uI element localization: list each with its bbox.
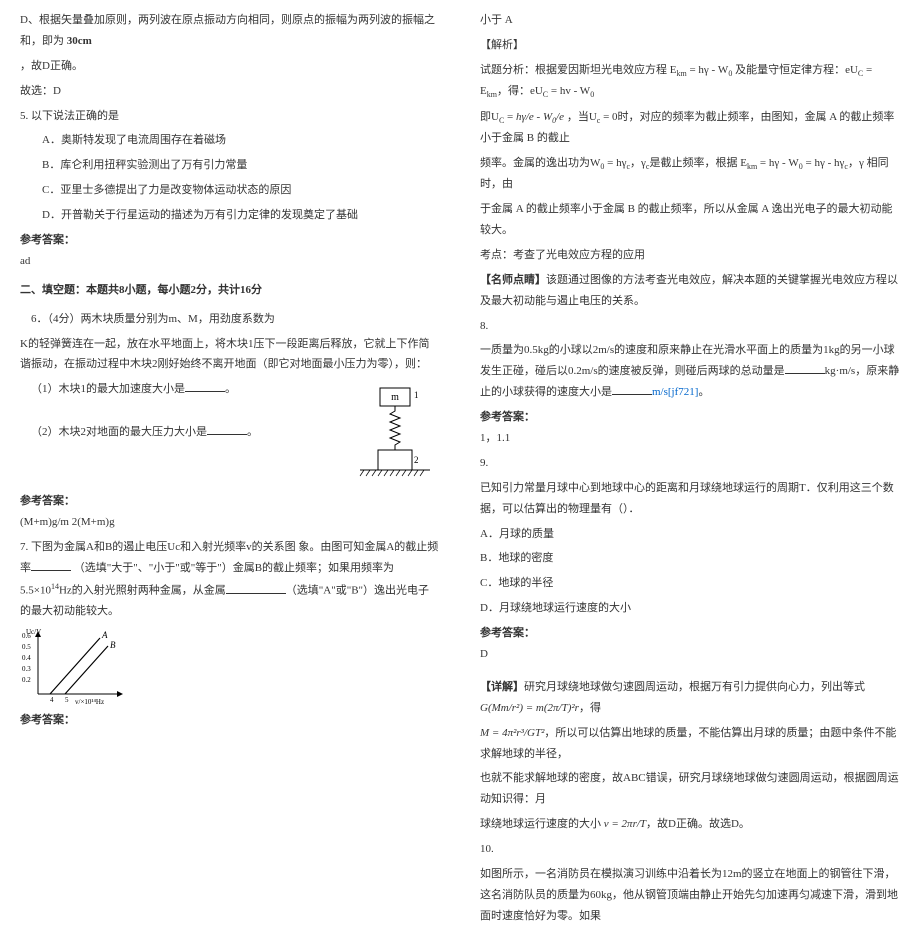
svg-text:4: 4 <box>50 696 54 704</box>
answer-text: (M+m)g/m 2(M+m)g <box>20 512 440 533</box>
svg-text:5: 5 <box>65 696 69 704</box>
question-9: 已知引力常量月球中心到地球中心的距离和月球绕地球运行的周期T．仅利用这三个数据，… <box>480 478 900 520</box>
detail-body: 球绕地球运行速度的大小 <box>480 818 601 830</box>
question-8-num: 8. <box>480 316 900 337</box>
formula: v = 2πr/T <box>604 818 646 830</box>
answer-text: D <box>480 644 900 665</box>
period: 。 <box>225 383 236 395</box>
t: = hγ - hγ <box>803 157 845 169</box>
answer-text: 1，1.1 <box>480 428 900 449</box>
period: 。 <box>247 426 258 438</box>
detail-body: ，故D正确。故选D。 <box>646 818 750 830</box>
tip-label: 【名师点睛】 <box>480 274 546 286</box>
link-text: m/s[jf721] <box>652 386 698 398</box>
svg-text:0.2: 0.2 <box>22 676 31 684</box>
svg-text:Uc/V: Uc/V <box>26 628 41 636</box>
blank <box>612 383 652 395</box>
analysis-text: 于金属 A 的截止频率小于金属 B 的截止频率，所以从金属 A 逸出光电子的最大… <box>480 199 900 241</box>
voltage-frequency-graph: 0.6 0.5 0.4 0.3 0.2 A B Uc/V v/×10¹⁴Hz 4… <box>20 626 130 706</box>
option-b: B．地球的密度 <box>480 548 900 569</box>
option-d: D．开普勒关于行星运动的描述为万有引力定律的发现奠定了基础 <box>20 205 440 226</box>
t: 试题分析：根据爱因斯坦光电效应方程 E <box>480 64 676 76</box>
analysis-text: 试题分析：根据爱因斯坦光电效应方程 Ekm = hγ - W0 及能量守恒定律方… <box>480 60 900 103</box>
option-d: D．月球绕地球运行速度的大小 <box>480 598 900 619</box>
blank <box>31 559 71 571</box>
svg-text:m: m <box>391 392 399 403</box>
t: = hv - W <box>548 85 590 97</box>
question-10-num: 10. <box>480 839 900 860</box>
text-line: D、根据矢量叠加原则，两列波在原点振动方向相同，则原点的振幅为两列波的振幅之和，… <box>20 10 440 52</box>
option-b: B．库仑利用扭秤实验测出了万有引力常量 <box>20 155 440 176</box>
svg-text:0.4: 0.4 <box>22 654 31 662</box>
sub-text: （1）木块1的最大加速度大小是 <box>31 383 185 395</box>
section-title: 二、填空题：本题共8小题，每小题2分，共计16分 <box>20 280 440 301</box>
answer-line: 小于 A <box>480 10 900 31</box>
question-7: 7. 下图为金属A和B的遏止电压Uc和入射光频率v的关系图 象。由图可知金属A的… <box>20 537 440 622</box>
t: = hγ - W <box>687 64 729 76</box>
question-8: 一质量为0.5kg的小球以2m/s的速度和原来静止在光滑水平面上的质量为1kg的… <box>480 340 900 403</box>
analysis-text: 频率。金属的逸出功为W0 = hγc，γc是截止频率，根据 Ekm = hγ -… <box>480 153 900 195</box>
question-10: 如图所示，一名消防员在模拟演习训练中沿着长为12m的竖立在地面上的钢管往下滑，这… <box>480 864 900 927</box>
text-line: ，故D正确。 <box>20 56 440 77</box>
t: 即U <box>480 111 499 123</box>
svg-text:0.5: 0.5 <box>22 643 31 651</box>
blank <box>207 423 247 435</box>
t: 及能量守恒定律方程：eU <box>732 64 858 76</box>
analysis-text: 即UC = hγ/e - W0/e ，当Uc = 0时，对应的频率为截止频率，由… <box>480 107 900 149</box>
detail-text: 【详解】研究月球绕地球做匀速圆周运动，根据万有引力提供向心力，列出等式 G(Mm… <box>480 677 900 719</box>
q7-text2b: Hz的入射光照射两种金属，从金属 <box>59 585 226 597</box>
blank <box>785 362 825 374</box>
t: = hγ <box>604 157 626 169</box>
question-6-line2: K的轻弹簧连在一起，放在水平地面上，将木块1压下一段距离后释放，它就上下作简谐振… <box>20 334 440 376</box>
option-c: C．地球的半径 <box>480 573 900 594</box>
answer-text: ad <box>20 251 440 272</box>
blank <box>185 380 225 392</box>
detail-body: 研究月球绕地球做匀速圆周运动，根据万有引力提供向心力，列出等式 <box>524 681 865 693</box>
period: 。 <box>698 386 709 398</box>
t: = hγ - W <box>757 157 799 169</box>
right-column: 小于 A 【解析】 试题分析：根据爱因斯坦光电效应方程 Ekm = hγ - W… <box>480 10 900 931</box>
analysis-text: 考点：考查了光电效应方程的应用 <box>480 245 900 266</box>
spring-diagram: m 1 2 <box>350 383 440 483</box>
detail-label: 【详解】 <box>480 681 524 693</box>
exponent: 14 <box>51 582 59 591</box>
svg-text:2: 2 <box>414 455 419 465</box>
option-c: C．亚里士多德提出了力是改变物体运动状态的原因 <box>20 180 440 201</box>
svg-text:0.3: 0.3 <box>22 665 31 673</box>
answer-label: 参考答案： <box>20 710 440 731</box>
option-a: A．奥斯特发现了电流周围存在着磁场 <box>20 130 440 151</box>
blank <box>226 582 286 594</box>
answer-label: 参考答案： <box>20 230 440 251</box>
t: ，当U <box>567 111 597 123</box>
t: 频率。金属的逸出功为W <box>480 157 600 169</box>
value-bold: 30cm <box>67 35 92 47</box>
sub-text: （2）木块2对地面的最大压力大小是 <box>31 426 207 438</box>
t: ，得：eU <box>497 85 543 97</box>
tip-text: 【名师点睛】该题通过图像的方法考查光电效应，解决本题的关键掌握光电效应方程以及最… <box>480 270 900 312</box>
t: 是截止频率，根据 E <box>649 157 746 169</box>
svg-text:A: A <box>101 630 108 640</box>
text-line: 故选：D <box>20 81 440 102</box>
question-6-line1: 6．（4分）两木块质量分别为m、M，用劲度系数为 <box>20 309 440 330</box>
answer-label: 参考答案： <box>480 407 900 428</box>
answer-label: 参考答案： <box>480 623 900 644</box>
t: ，γ <box>630 157 646 169</box>
formula: M = 4π²r³/GT² <box>480 727 544 739</box>
detail-text: M = 4π²r³/GT²，所以可以估算出地球的质量，不能估算出月球的质量；由题… <box>480 723 900 765</box>
detail-text: 球绕地球运行速度的大小 v = 2πr/T，故D正确。故选D。 <box>480 814 900 835</box>
answer-label: 参考答案： <box>20 491 440 512</box>
formula: G(Mm/r²) = m(2π/T)²r <box>480 702 579 714</box>
analysis-label: 【解析】 <box>480 35 900 56</box>
svg-text:v/×10¹⁴Hz: v/×10¹⁴Hz <box>75 698 104 706</box>
option-a: A．月球的质量 <box>480 524 900 545</box>
question-9-num: 9. <box>480 453 900 474</box>
svg-text:B: B <box>110 640 116 650</box>
question-5: 5. 以下说法正确的是 <box>20 106 440 127</box>
detail-text: 也就不能求解地球的密度，故ABC错误，研究月球绕地球做匀速圆周运动，根据圆周运动… <box>480 768 900 810</box>
left-column: D、根据矢量叠加原则，两列波在原点振动方向相同，则原点的振幅为两列波的振幅之和，… <box>20 10 440 931</box>
svg-text:1: 1 <box>414 390 419 400</box>
